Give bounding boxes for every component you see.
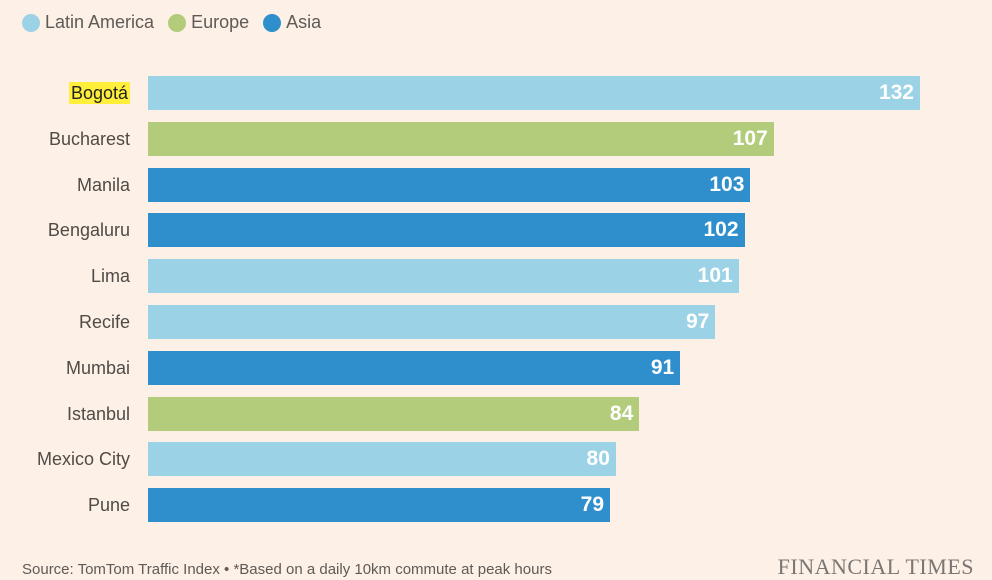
value-label: 103 — [709, 172, 745, 196]
legend-swatch — [263, 13, 282, 32]
value-label: 101 — [697, 264, 733, 288]
category-label: Bengaluru — [47, 220, 130, 241]
value-label: 91 — [650, 355, 675, 379]
bar — [148, 350, 681, 385]
source-note: Source: TomTom Traffic Index • *Based on… — [22, 561, 552, 578]
value-label: 97 — [685, 310, 710, 333]
bar — [148, 488, 611, 523]
value-label: 79 — [580, 493, 605, 517]
category-label: Recife — [78, 312, 130, 332]
legend-item: Europe — [168, 12, 249, 33]
category-label: Manila — [76, 174, 130, 195]
chart-legend: Latin America Europe Asia — [22, 12, 335, 33]
value-label: 84 — [609, 401, 634, 425]
legend-item: Latin America — [22, 12, 154, 33]
category-label: Istanbul — [66, 403, 130, 424]
category-label: Mumbai — [65, 357, 130, 378]
value-label: 102 — [703, 218, 739, 242]
bar — [148, 305, 716, 339]
bar — [148, 442, 616, 477]
category-label: Lima — [90, 266, 130, 287]
bar — [148, 167, 751, 202]
bar — [148, 213, 745, 248]
bar — [148, 121, 774, 156]
category-label: Pune — [87, 495, 130, 516]
legend-label: Latin America — [45, 12, 155, 32]
category-label: Bucharest — [48, 128, 130, 149]
legend-item: Asia — [263, 12, 321, 33]
legend-swatch — [168, 13, 187, 32]
bar — [148, 259, 739, 294]
bar — [148, 76, 920, 110]
category-label: Mexico City — [36, 449, 130, 470]
value-label: 107 — [732, 126, 768, 150]
category-label: Bogotá — [68, 82, 130, 104]
legend-label: Europe — [191, 12, 250, 32]
legend-swatch — [22, 13, 40, 32]
ft-logo: FINANCIAL TIMES — [777, 554, 974, 579]
value-label: 80 — [586, 447, 610, 471]
bar — [148, 396, 640, 431]
legend-label: Asia — [286, 12, 322, 32]
value-label: 132 — [878, 81, 914, 104]
